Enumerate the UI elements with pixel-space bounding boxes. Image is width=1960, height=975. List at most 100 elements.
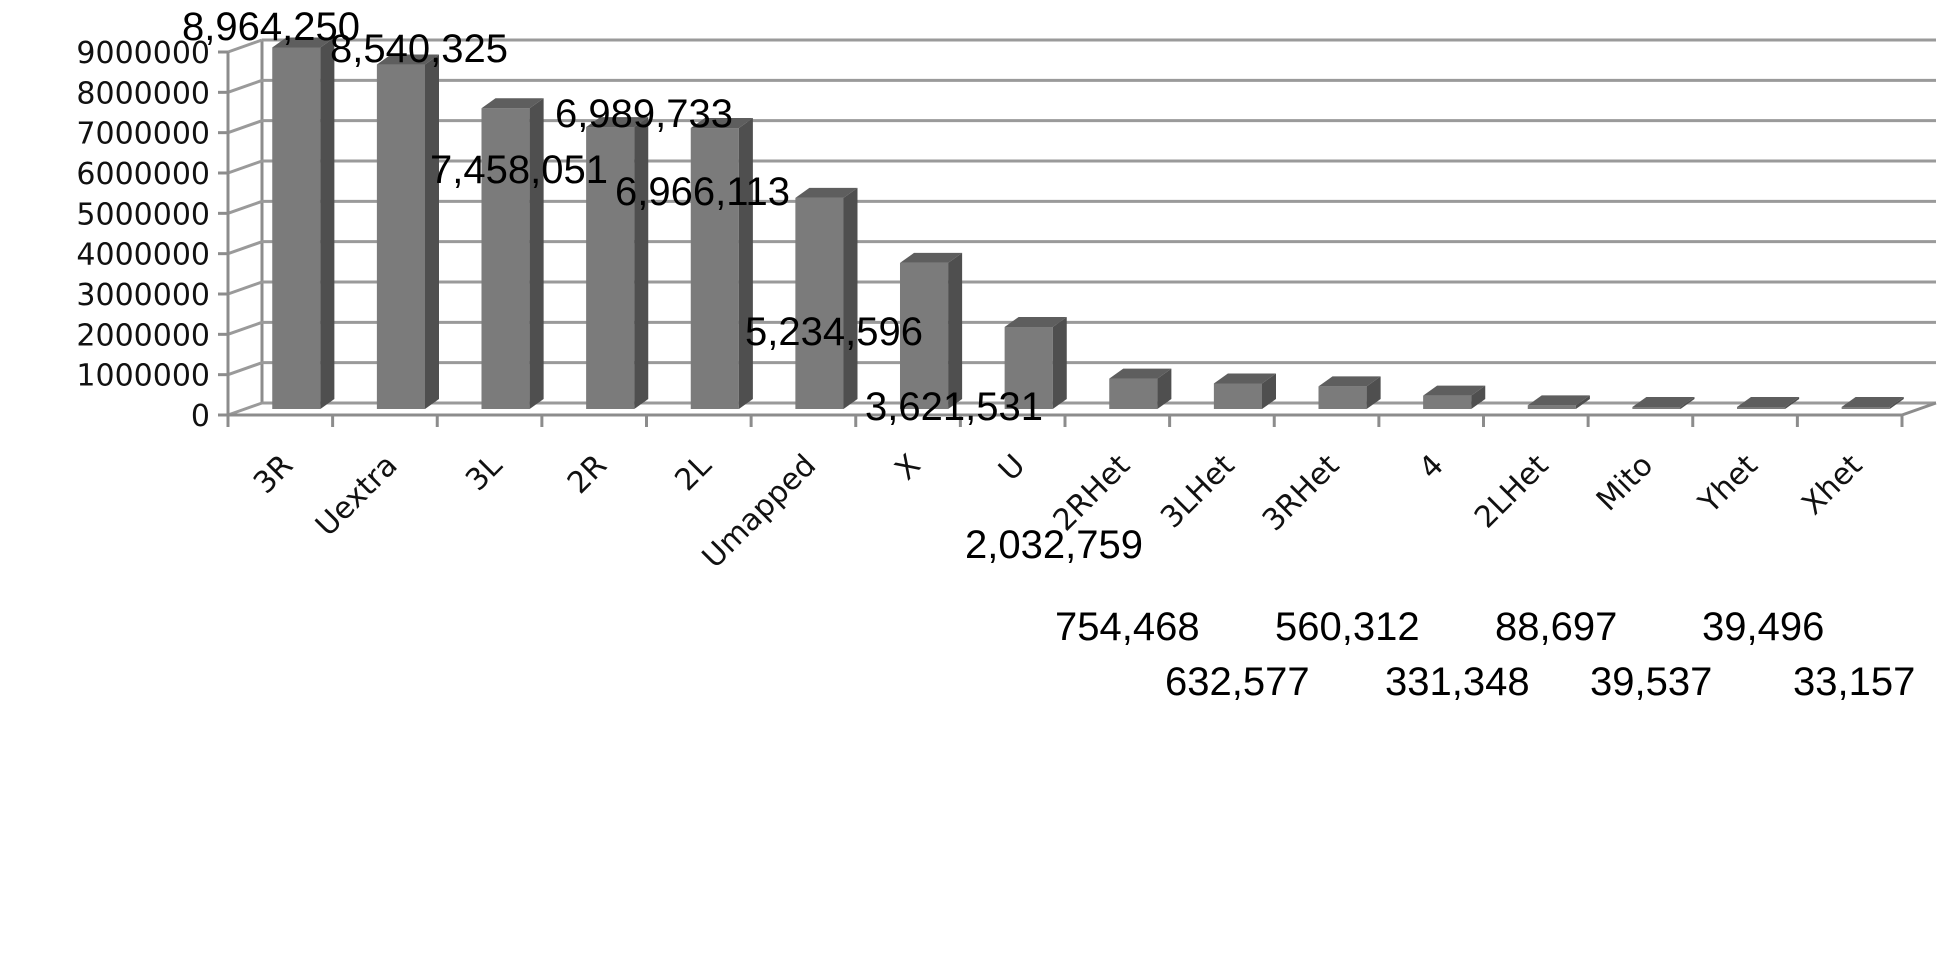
bar-top-face [1527, 395, 1590, 406]
side-wall-gridline [227, 240, 263, 256]
bar-top-face [586, 117, 649, 128]
x-category-label: 2R [561, 448, 614, 501]
data-label: 331,348 [1385, 660, 1530, 704]
x-category-label: U [992, 448, 1032, 488]
bar-front-face [690, 128, 739, 409]
bar-top-face [1736, 397, 1800, 407]
side-wall-gridline [227, 401, 263, 417]
x-category-label: 3RHet [1256, 448, 1346, 538]
bar-front-face [795, 197, 844, 409]
bar-front-face [481, 108, 530, 409]
data-label: 754,468 [1055, 605, 1200, 649]
bar-Umapped [795, 187, 858, 409]
bar-Yhet [1736, 397, 1800, 409]
bar-front-face [1632, 407, 1681, 409]
bar-front-face [1841, 407, 1890, 409]
y-tick-label: 9000000 [76, 36, 210, 71]
bar-3R [272, 37, 335, 409]
bar-Xhet [1841, 397, 1904, 409]
data-label: 2,032,759 [965, 523, 1143, 567]
data-label: 632,577 [1165, 660, 1310, 704]
bar-side-face [1366, 376, 1381, 409]
bar-Uextra [376, 54, 440, 410]
y-tick-label: 3000000 [76, 278, 210, 313]
y-axis: 0 1000000 2000000 3000000 4000000 5000000 6000… [76, 36, 230, 434]
data-label: 560,312 [1275, 605, 1420, 649]
x-category-label: 3R [247, 448, 300, 501]
bar-side-face [1262, 373, 1277, 409]
bar-side-face [843, 187, 858, 409]
bar-top-face [1004, 317, 1067, 328]
bar-2RHet [1109, 368, 1172, 409]
x-category-label: Uextra [309, 448, 405, 544]
bar-side-face [1052, 317, 1067, 409]
x-category-label: 3L [459, 448, 509, 498]
data-label: 6,966,113 [615, 170, 790, 214]
x-category-label: 3LHet [1154, 448, 1242, 536]
bar-X [899, 252, 963, 409]
bar-front-face [1213, 383, 1263, 409]
bar-top-face [690, 118, 753, 129]
bar-front-face [899, 262, 949, 409]
y-tick-label: 8000000 [76, 76, 210, 111]
bar-3RHet [1318, 376, 1381, 409]
y-tick-label: 7000000 [76, 117, 210, 152]
x-category-label: Xhet [1795, 448, 1869, 522]
data-label: 5,234,596 [745, 310, 923, 354]
bar-side-face [1889, 397, 1904, 409]
x-category-label: X [888, 448, 927, 487]
bar-top-face [376, 54, 440, 65]
y-tick-label: 2000000 [76, 318, 210, 353]
bar-2R [586, 117, 649, 409]
side-wall-gridline [227, 361, 263, 377]
data-label: 88,697 [1495, 605, 1617, 649]
bar-side-face [425, 54, 440, 410]
bar-front-face [272, 47, 321, 409]
bar-4 [1423, 385, 1486, 409]
bar-3LHet [1213, 373, 1277, 409]
bar-top-face [272, 37, 335, 48]
bar-top-face [795, 187, 858, 198]
bar-front-face [1004, 327, 1053, 409]
x-category-label: 2LHet [1468, 448, 1556, 536]
data-label: 3,621,531 [865, 385, 1043, 429]
side-wall-gridline [227, 119, 263, 135]
bar-3L [481, 98, 544, 409]
bar-top-face [1423, 385, 1486, 396]
data-label: 6,989,733 [555, 92, 733, 136]
data-label: 7,458,051 [430, 148, 608, 192]
data-label: 39,496 [1702, 605, 1824, 649]
y-tick-label: 1000000 [76, 359, 210, 394]
y-tick-label: 0 [191, 399, 210, 434]
bar-front-face [1527, 405, 1576, 409]
bar-Mito [1632, 397, 1695, 409]
x-category-label: Yhet [1691, 448, 1764, 521]
data-label: 39,537 [1590, 660, 1712, 704]
bar-side-face [529, 98, 544, 409]
x-category-label: Umapped [696, 448, 823, 575]
bar-front-face [1318, 386, 1367, 409]
y-tick-label: 4000000 [76, 238, 210, 273]
bar-front-face [1423, 395, 1472, 409]
side-wall-gridline [227, 320, 263, 336]
bar-top-face [1841, 397, 1904, 407]
bar-2LHet [1527, 395, 1590, 409]
bar-front-face [1109, 378, 1158, 409]
bar-side-face [1575, 395, 1590, 409]
bar-top-face [1213, 373, 1277, 384]
x-category-label: 2L [668, 448, 718, 498]
data-label: 33,157 [1793, 660, 1915, 704]
bar-top-face [1109, 368, 1172, 379]
bar-top-face [481, 98, 544, 109]
bar-side-face [738, 118, 753, 409]
bar-2L [690, 118, 753, 409]
side-wall-gridline [227, 280, 263, 296]
bar-front-face [1736, 407, 1786, 409]
bar-side-face [1157, 368, 1172, 409]
data-label: 8,540,325 [330, 27, 508, 71]
bar-top-face [1632, 397, 1695, 407]
y-tick-label: 6000000 [76, 157, 210, 192]
side-wall-gridline [227, 38, 263, 54]
